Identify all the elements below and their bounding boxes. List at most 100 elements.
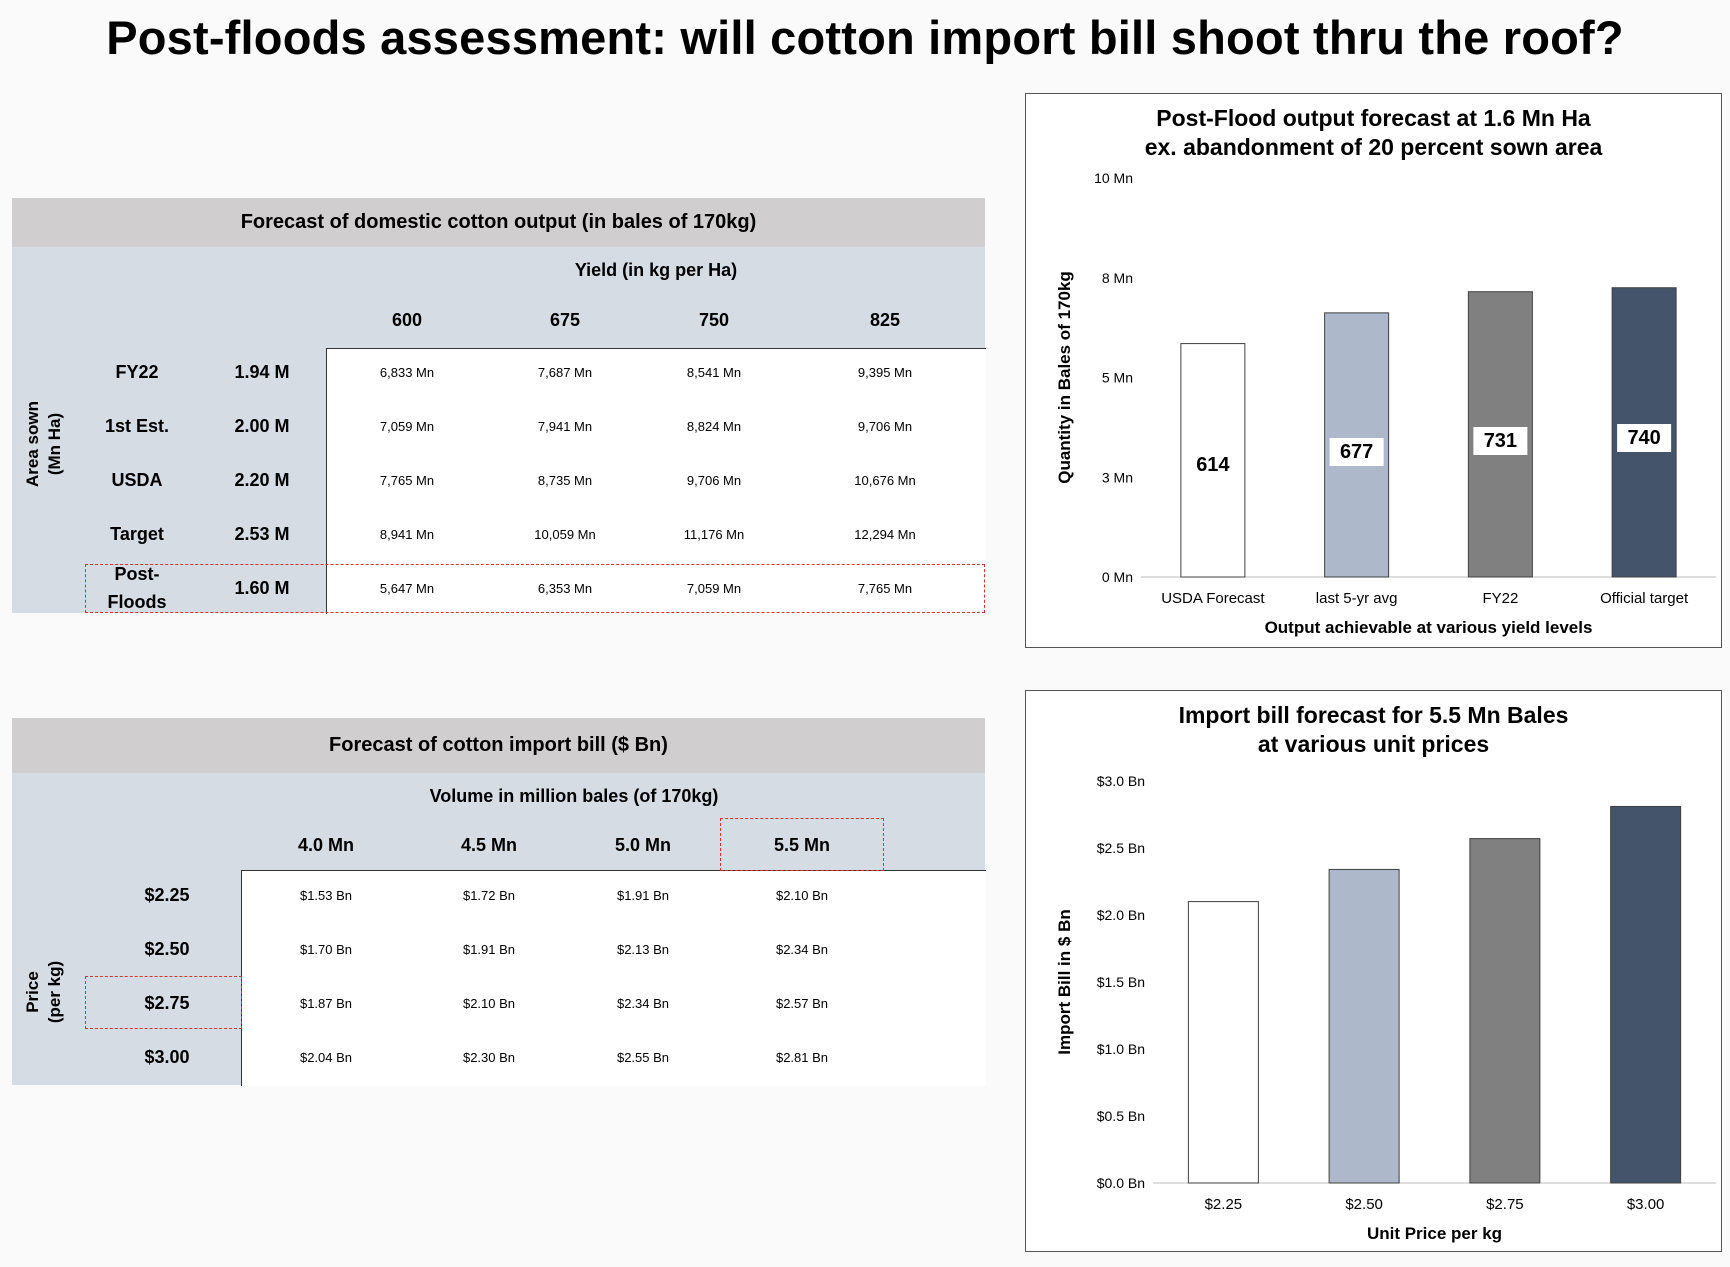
volume-header: Volume in million bales (of 170kg) [429, 786, 719, 806]
output-forecast-chart: Post-Flood output forecast at 1.6 Mn Ha … [1025, 93, 1722, 648]
output-table-grid [326, 348, 986, 614]
y-tick-label: $0.0 Bn [1097, 1175, 1145, 1191]
data-label-bg [1473, 427, 1528, 455]
import-table-grid [241, 870, 986, 1086]
import-cell: $2.10 Bn [775, 888, 829, 903]
x-tick-label: $2.25 [1205, 1196, 1243, 1213]
y-tick-label: $2.0 Bn [1097, 907, 1145, 923]
output-cell: 5,647 Mn [379, 581, 435, 596]
x-tick-label: $2.75 [1486, 1196, 1524, 1213]
import-cell: $2.81 Bn [775, 1050, 829, 1065]
y-tick-label: 8 Mn [1102, 270, 1133, 286]
row-area: 2.00 M [234, 416, 290, 436]
yield-col-600: 600 [391, 310, 423, 330]
y-tick-label: $2.5 Bn [1097, 840, 1145, 856]
output-cell: 7,687 Mn [537, 365, 593, 380]
volume-col: 5.0 Mn [614, 835, 671, 855]
output-cell: 12,294 Mn [854, 527, 916, 542]
x-tick-label: FY22 [1482, 590, 1518, 607]
output-cell: 10,676 Mn [854, 473, 916, 488]
data-label-bg [1329, 438, 1384, 466]
yield-col-750: 750 [698, 310, 730, 330]
x-tick-label: $2.50 [1345, 1196, 1383, 1213]
import-cell: $1.72 Bn [462, 888, 516, 903]
import-cell: $1.91 Bn [616, 888, 670, 903]
output-cell: 7,765 Mn [857, 581, 913, 596]
bar-$2.25 [1187, 901, 1259, 1184]
area-sown-label-line2: (Mn Ha) [45, 412, 64, 476]
output-cell: 8,735 Mn [537, 473, 593, 488]
yield-header: Yield (in kg per Ha) [574, 260, 738, 280]
output-forecast-table: Forecast of domestic cotton output (in b… [12, 198, 986, 616]
row-area: 1.94 M [234, 362, 290, 382]
area-sown-label-line1: Area sown [23, 401, 42, 487]
import-cell: $2.13 Bn [616, 942, 670, 957]
import-cell: $2.30 Bn [462, 1050, 516, 1065]
bar-$2.50 [1328, 868, 1400, 1184]
row-area: 2.20 M [234, 470, 290, 490]
output-cell: 6,353 Mn [537, 581, 593, 596]
y-tick-label: 10 Mn [1094, 170, 1133, 186]
output-table-title: Forecast of domestic cotton output (in b… [12, 198, 985, 247]
y-tick-label: $1.0 Bn [1097, 1041, 1145, 1057]
import-bill-chart: Import bill forecast for 5.5 Mn Bales at… [1025, 690, 1722, 1252]
import-chart-title: Import bill forecast for 5.5 Mn Bales at… [1026, 701, 1721, 759]
bar-$3.00 [1610, 805, 1682, 1184]
price-label: Price (per kg) [22, 932, 66, 1052]
import-chart-svg: $0.0 Bn $0.5 Bn $1.0 Bn $1.5 Bn $2.0 Bn $2.5 … [1055, 773, 1716, 1243]
import-cell: $2.10 Bn [462, 996, 516, 1011]
output-cell: 7,941 Mn [537, 419, 593, 434]
import-cell: $2.57 Bn [775, 996, 829, 1011]
page-title: Post-floods assessment: will cotton impo… [106, 11, 1624, 64]
area-sown-label: Area sown (Mn Ha) [22, 384, 66, 504]
output-cell: 9,395 Mn [857, 365, 913, 380]
volume-col: 4.0 Mn [297, 835, 354, 855]
post-floods-highlight [85, 564, 985, 613]
row-label: FY22 [115, 362, 159, 382]
import-cell: $1.53 Bn [299, 888, 353, 903]
output-cell: 6,833 Mn [379, 365, 435, 380]
x-tick-label: USDA Forecast [1161, 590, 1265, 607]
output-chart-title-line1: Post-Flood output forecast at 1.6 Mn Ha [1156, 105, 1591, 131]
y-axis-title: Import Bill in $ Bn [1055, 909, 1074, 1054]
x-axis-title: Unit Price per kg [1367, 1224, 1502, 1243]
row-label-post-floods: Post- Floods [72, 560, 202, 616]
y-tick-label: 5 Mn [1102, 370, 1133, 386]
data-label: 677 [1340, 441, 1373, 463]
import-cell: $2.04 Bn [299, 1050, 353, 1065]
y-tick-label: $3.0 Bn [1097, 773, 1145, 789]
x-tick-label: last 5-yr avg [1316, 590, 1398, 607]
yield-col-825: 825 [869, 310, 901, 330]
price-label-line1: Price [23, 971, 42, 1013]
yield-col-675: 675 [549, 310, 581, 330]
row-label: USDA [111, 470, 163, 490]
row-label-line: Post- [114, 564, 160, 584]
row-area: 1.60 M [234, 578, 290, 598]
price-row-label: $3.00 [144, 1047, 190, 1067]
price-row-label: $2.25 [144, 885, 190, 905]
output-cell: 8,824 Mn [686, 419, 742, 434]
data-label: 731 [1484, 430, 1517, 452]
data-label-bg [1617, 424, 1672, 452]
import-cell: $1.87 Bn [299, 996, 353, 1011]
price-label-line2: (per kg) [45, 960, 64, 1024]
output-cell: 7,059 Mn [686, 581, 742, 596]
import-cell: $2.34 Bn [775, 942, 829, 957]
x-axis-title: Output achievable at various yield level… [1265, 618, 1593, 637]
price-row-label: $2.75 [144, 993, 190, 1013]
volume-5-5-highlight [720, 818, 884, 871]
output-chart-svg: 0 Mn 3 Mn 5 Mn 8 Mn 10 Mn USDA Forecast 614 las… [1055, 170, 1716, 637]
volume-col: 5.5 Mn [773, 835, 830, 855]
y-tick-label: 0 Mn [1102, 569, 1133, 585]
output-chart-title: Post-Flood output forecast at 1.6 Mn Ha … [1026, 104, 1721, 162]
output-cell: 7,765 Mn [379, 473, 435, 488]
import-cell: $1.70 Bn [299, 942, 353, 957]
bar-$2.75 [1469, 838, 1541, 1184]
output-cell: 8,941 Mn [379, 527, 435, 542]
import-cell: $1.91 Bn [462, 942, 516, 957]
import-cell: $2.34 Bn [616, 996, 670, 1011]
row-label: 1st Est. [104, 416, 170, 436]
output-cell: 11,176 Mn [683, 527, 745, 542]
output-cell: 9,706 Mn [857, 419, 913, 434]
import-chart-title-line1: Import bill forecast for 5.5 Mn Bales [1178, 702, 1569, 728]
